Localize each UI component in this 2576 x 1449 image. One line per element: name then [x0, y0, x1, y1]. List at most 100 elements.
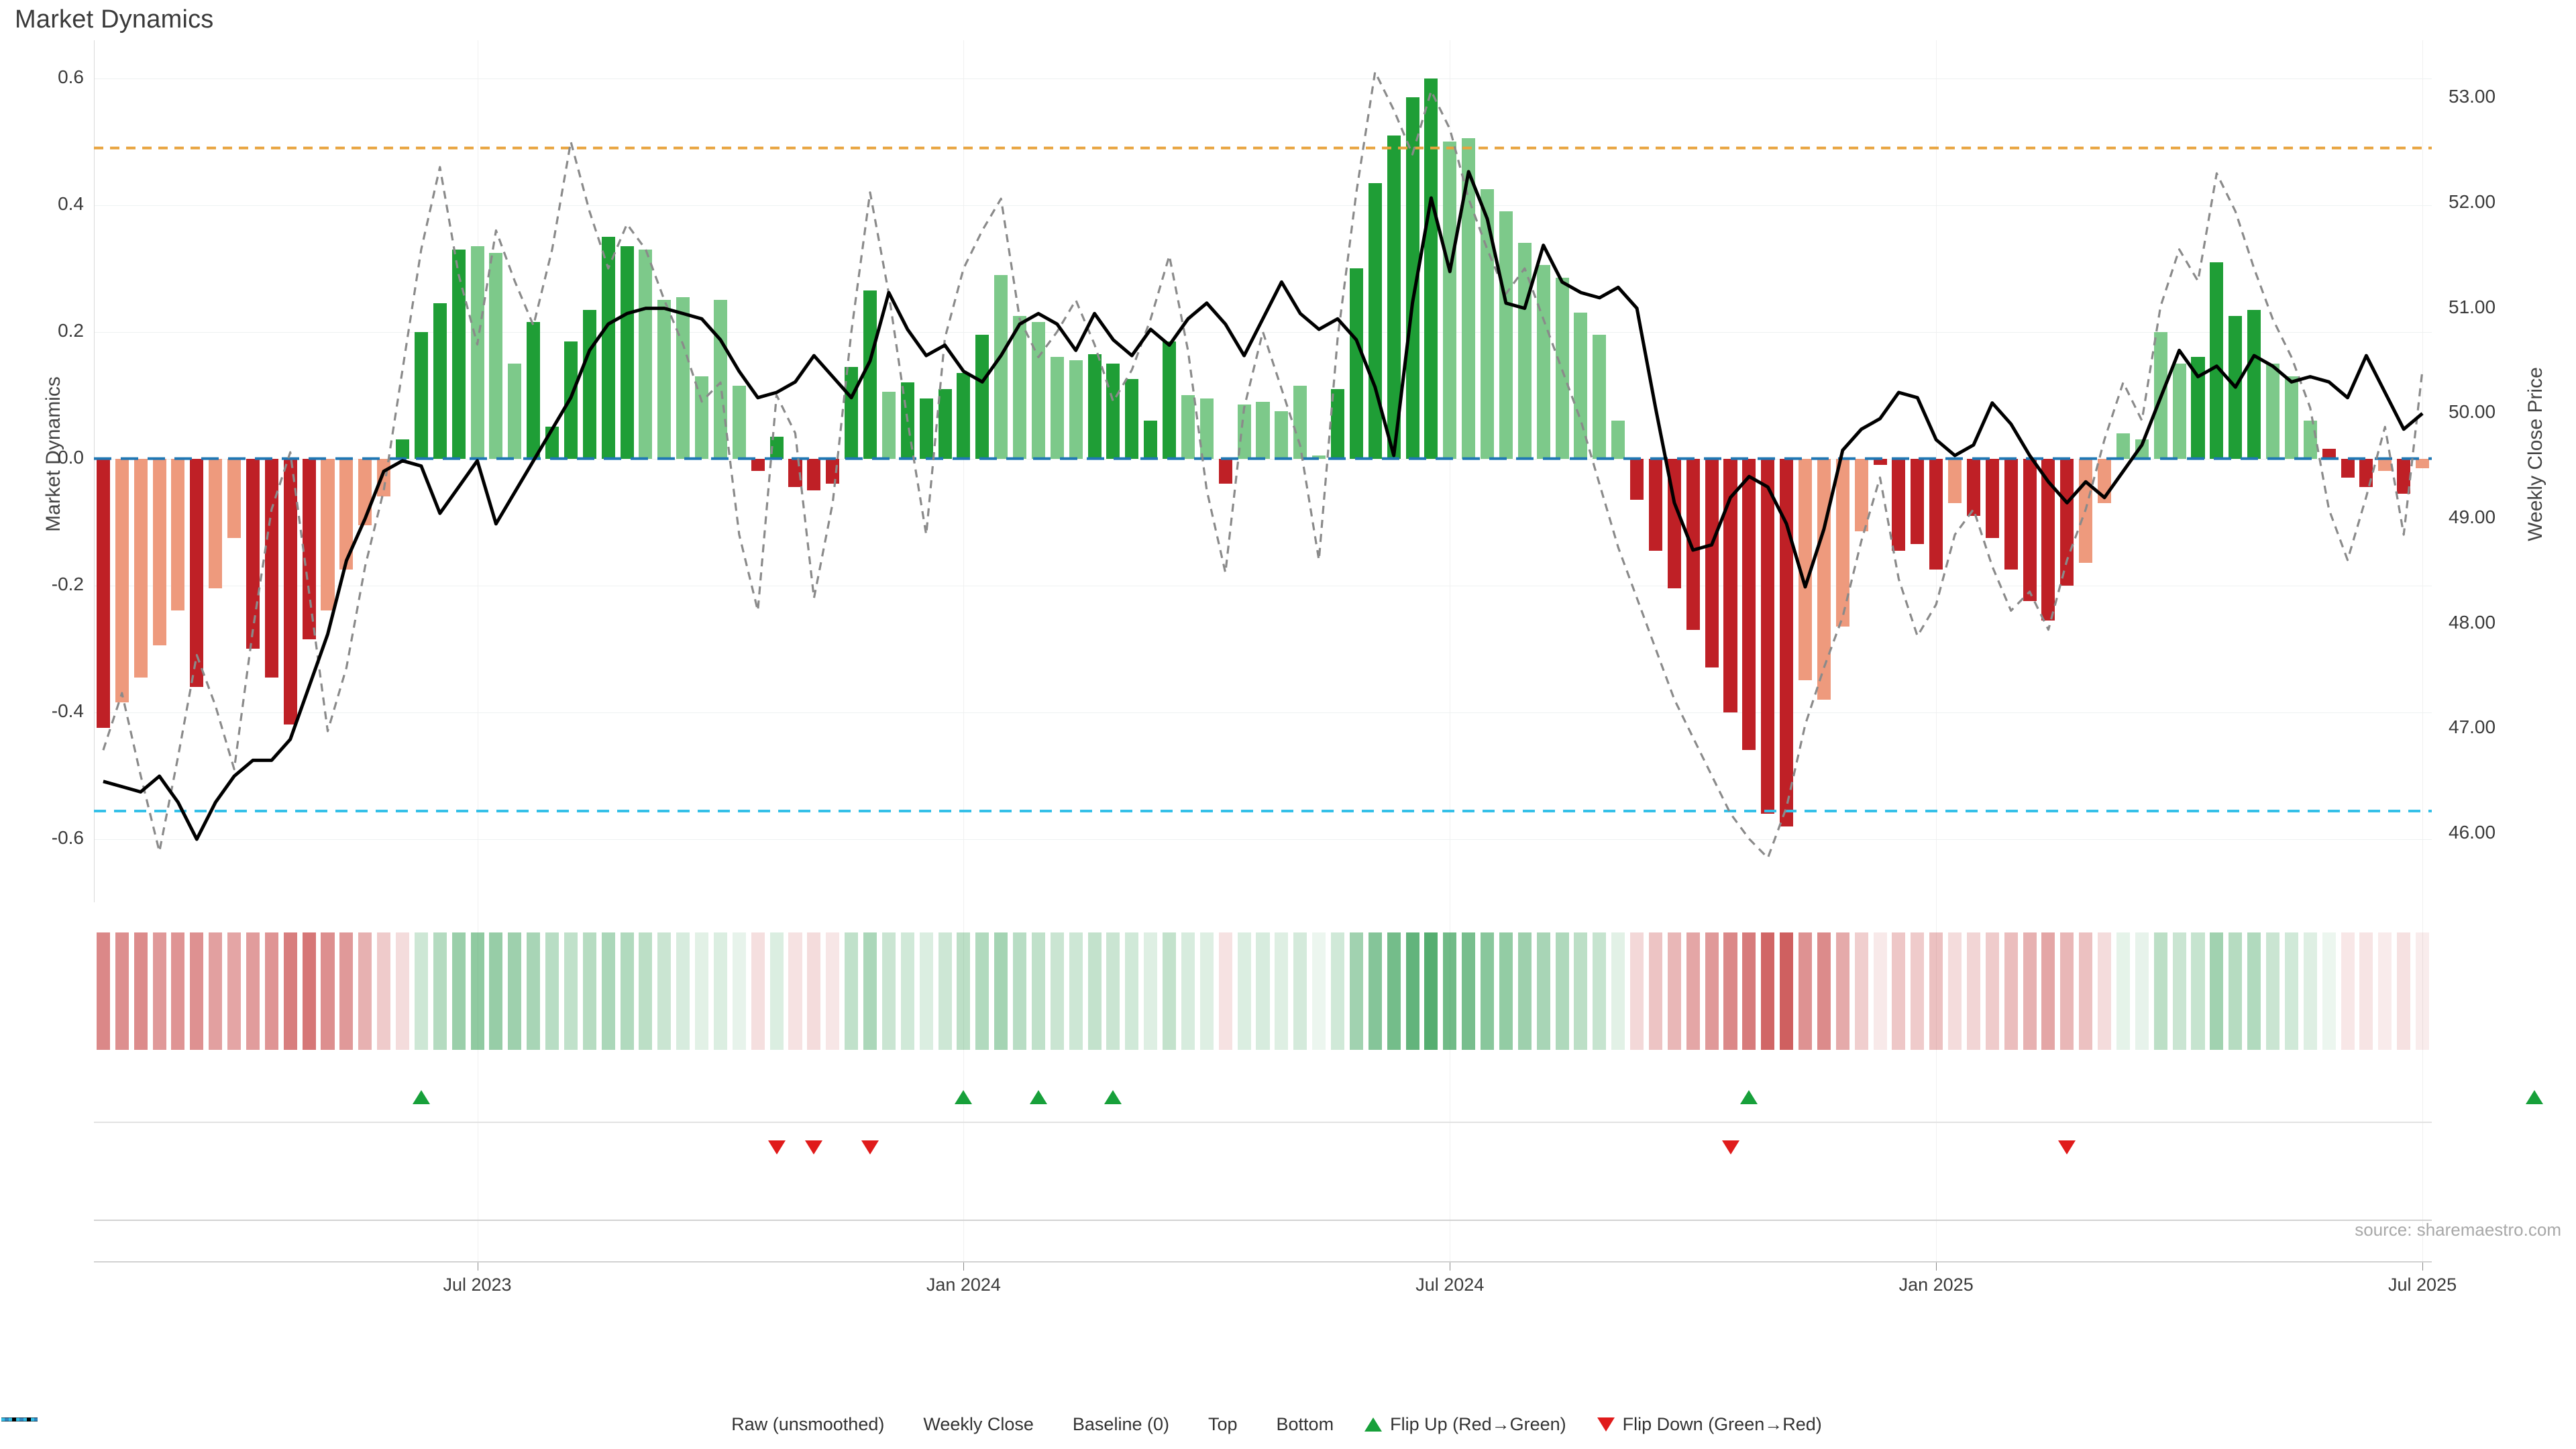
x-tick-label: Jul 2024 — [1415, 1275, 1485, 1295]
bar-strong_green — [395, 439, 410, 459]
y-tick-label-right: 46.00 — [2449, 822, 2496, 843]
heatmap-cell — [283, 932, 297, 1050]
heatmap-cell — [264, 932, 278, 1050]
heatmap-cell — [1873, 932, 1887, 1050]
bar-strong_red — [1705, 458, 1719, 668]
y-tick-label-left: -0.4 — [51, 700, 84, 721]
heatmap-cell — [1050, 932, 1064, 1050]
heatmap-cell — [133, 932, 148, 1050]
heatmap-cell — [339, 932, 354, 1050]
x-tick-mark — [1936, 1261, 1937, 1271]
heatmap-cell — [358, 932, 372, 1050]
bar-strong_green — [620, 246, 634, 459]
bar-weak_red — [2416, 458, 2430, 468]
bar-strong_green — [1405, 97, 1419, 459]
bar-weak_green — [1443, 142, 1457, 459]
bar-strong_green — [957, 373, 971, 459]
heatmap-cell — [1835, 932, 1849, 1050]
heatmap-cell — [845, 932, 859, 1050]
heatmap-cell — [1798, 932, 1813, 1050]
bar-weak_green — [508, 363, 522, 459]
heatmap-cell — [395, 932, 410, 1050]
flip-up-marker-icon — [2526, 1090, 2544, 1104]
heatmap-cell — [1387, 932, 1401, 1050]
heatmap-cell — [994, 932, 1008, 1050]
bar-weak_red — [339, 458, 354, 570]
bar-strong_red — [246, 458, 260, 649]
bar-strong_red — [2004, 458, 2018, 570]
heatmap-cell — [1405, 932, 1419, 1050]
bar-strong_green — [919, 398, 933, 459]
bar-strong_red — [2397, 458, 2411, 494]
heatmap-cell — [1705, 932, 1719, 1050]
bar-strong_green — [1368, 182, 1382, 459]
heatmap-cell — [2172, 932, 2186, 1050]
bar-weak_green — [470, 246, 484, 459]
bar-weak_green — [489, 252, 503, 459]
bar-weak_green — [2116, 433, 2130, 459]
heatmap-cell — [1368, 932, 1382, 1050]
bar-weak_green — [1555, 278, 1569, 459]
heatmap-cell — [1031, 932, 1045, 1050]
legend-item-2[interactable]: Baseline (0) — [1, 1414, 1169, 1435]
gridline-horizontal — [94, 205, 2432, 206]
heatmap-cell — [1125, 932, 1139, 1050]
bar-strong_green — [414, 331, 428, 459]
legend-item-0[interactable]: Raw (unsmoothed) — [1, 1414, 884, 1435]
legend-item-4[interactable]: Bottom — [1, 1414, 1334, 1435]
heatmap-cell — [620, 932, 634, 1050]
bar-strong_red — [1742, 458, 1756, 751]
bar-weak_green — [657, 300, 672, 459]
heatmap-cell — [1742, 932, 1756, 1050]
heatmap-cell — [321, 932, 335, 1050]
flip-up-marker-icon — [412, 1090, 430, 1104]
legend-item-6[interactable]: Flip Down (Green→Red) — [1597, 1414, 1822, 1435]
bar-weak_red — [115, 458, 129, 703]
bar-strong_green — [2247, 309, 2261, 459]
flip-band-divider — [94, 1122, 2432, 1123]
bar-strong_red — [1761, 458, 1775, 814]
bar-strong_red — [1873, 458, 1887, 466]
bar-strong_red — [751, 458, 765, 472]
lower-panel-divider-bottom — [94, 1261, 2432, 1263]
bar-weak_green — [1275, 411, 1289, 459]
legend-item-1[interactable]: Weekly Close — [1, 1414, 1034, 1435]
heatmap-cell — [1181, 932, 1195, 1050]
bar-strong_red — [1929, 458, 1943, 570]
heatmap-cell — [1293, 932, 1307, 1050]
bar-weak_green — [1050, 357, 1064, 459]
heatmap-cell — [433, 932, 447, 1050]
heatmap-cell — [1499, 932, 1513, 1050]
heatmap-cell — [975, 932, 989, 1050]
heatmap-cell — [1218, 932, 1232, 1050]
heatmap-cell — [209, 932, 223, 1050]
y-tick-label-left: 0.4 — [58, 193, 84, 214]
bar-weak_green — [2303, 420, 2317, 459]
heatmap-cell — [1163, 932, 1177, 1050]
axis-spine-left — [94, 40, 95, 902]
bar-weak_green — [1293, 385, 1307, 459]
bar-weak_red — [227, 458, 241, 538]
bar-strong_red — [2041, 458, 2055, 621]
bar-strong_red — [302, 458, 316, 639]
bar-strong_red — [1985, 458, 1999, 538]
y-tick-label-right: 51.00 — [2449, 296, 2496, 317]
heatmap-cell — [1761, 932, 1775, 1050]
heatmap-cell — [1555, 932, 1569, 1050]
bar-strong_red — [1648, 458, 1662, 551]
heatmap-cell — [1330, 932, 1345, 1050]
page-title: Market Dynamics — [15, 5, 214, 34]
heatmap-cell — [2098, 932, 2112, 1050]
heatmap-cell — [582, 932, 596, 1050]
y-tick-label-left: -0.2 — [51, 573, 84, 594]
bar-strong_red — [2023, 458, 2037, 602]
heatmap-cell — [881, 932, 896, 1050]
bar-weak_green — [2135, 439, 2149, 459]
heatmap-cell — [900, 932, 914, 1050]
legend-item-5[interactable]: Flip Up (Red→Green) — [1364, 1414, 1566, 1435]
heatmap-cell — [2041, 932, 2055, 1050]
legend-item-3[interactable]: Top — [1, 1414, 1238, 1435]
heatmap-cell — [769, 932, 784, 1050]
heatmap-cell — [2284, 932, 2298, 1050]
